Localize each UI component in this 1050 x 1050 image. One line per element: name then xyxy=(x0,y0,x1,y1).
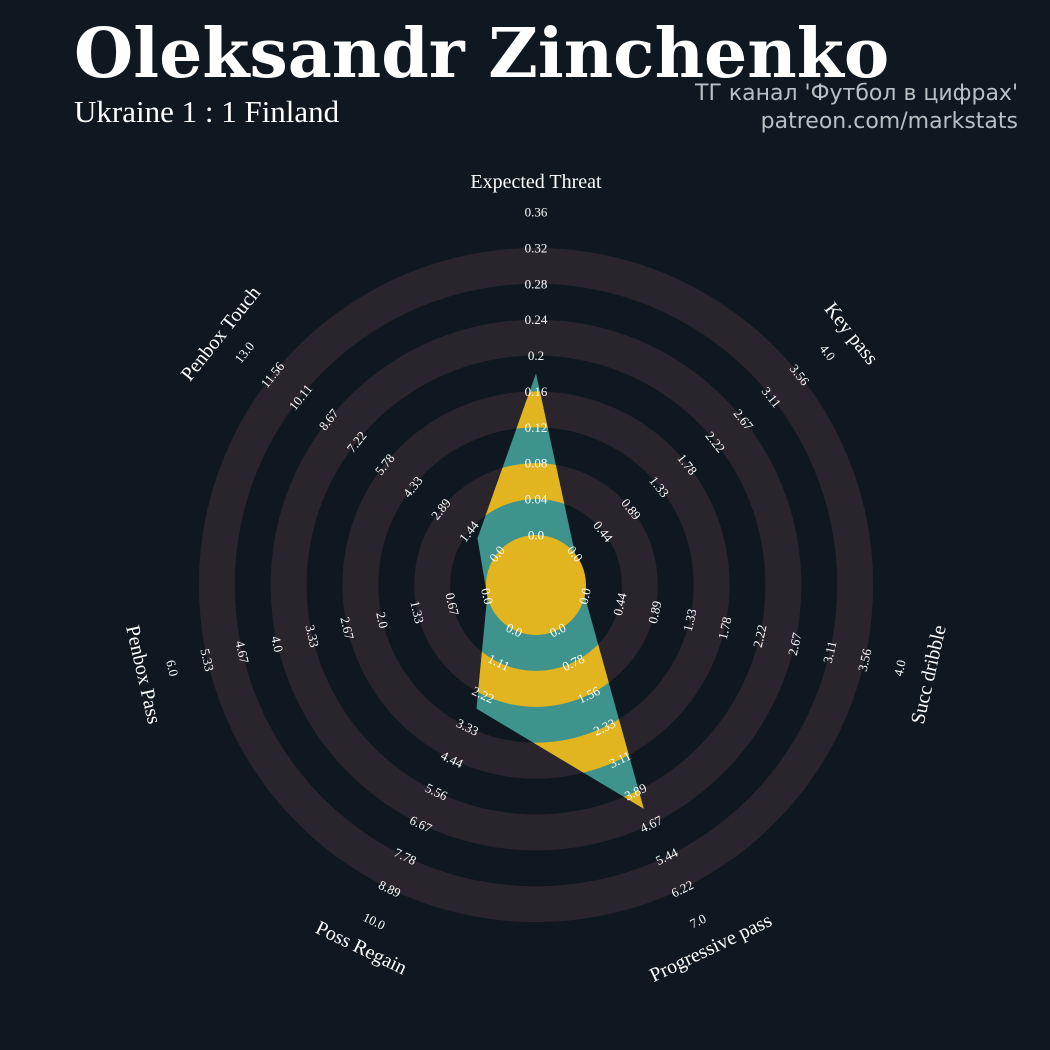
tick-label: 0.24 xyxy=(525,312,548,327)
tick-label: 0.0 xyxy=(504,620,525,641)
tick-label: 0.16 xyxy=(525,384,548,399)
tick-label: 5.33 xyxy=(197,647,217,673)
tick-label: 0.0 xyxy=(478,587,496,606)
credit-patreon: patreon.com/markstats xyxy=(760,109,1018,134)
chart-subtitle: Ukraine 1 : 1 Finland xyxy=(74,94,340,129)
tick-label: 6.0 xyxy=(163,658,181,677)
axis-label: Penbox Pass xyxy=(121,623,165,726)
tick-label: 0.0 xyxy=(576,587,594,606)
tick-label: 2.22 xyxy=(750,623,770,649)
chart-title: Oleksandr Zinchenko xyxy=(74,14,890,94)
tick-label: 4.67 xyxy=(232,639,252,665)
tick-label: 0.04 xyxy=(525,492,548,507)
axis-label: Progressive pass xyxy=(646,909,775,987)
tick-label: 1.33 xyxy=(680,607,700,633)
tick-label: 2.0 xyxy=(373,610,391,629)
tick-label: 4.0 xyxy=(817,341,839,363)
tick-label: 0.28 xyxy=(525,276,548,291)
tick-label: 3.56 xyxy=(855,647,875,673)
tick-label: 0.08 xyxy=(525,456,548,471)
axis-label: Penbox Touch xyxy=(177,282,265,385)
tick-label: 4.0 xyxy=(891,658,909,677)
tick-label: 0.89 xyxy=(645,599,665,625)
tick-label: 0.0 xyxy=(547,620,568,641)
tick-label: 0.2 xyxy=(528,348,544,363)
tick-label: 10.0 xyxy=(361,909,388,932)
tick-label: 0.32 xyxy=(525,240,548,255)
tick-label: 1.33 xyxy=(407,599,427,625)
tick-label: 2.67 xyxy=(337,615,357,641)
tick-label: 1.78 xyxy=(715,615,735,641)
tick-label: 0.67 xyxy=(442,591,462,617)
center-circle xyxy=(486,535,586,635)
tick-label: 0.12 xyxy=(525,420,548,435)
tick-label: 4.0 xyxy=(268,634,286,653)
axis-label: Succ dribble xyxy=(907,623,951,726)
axis-label: Poss Regain xyxy=(312,917,410,979)
tick-label: 3.11 xyxy=(820,639,840,664)
tick-label: 2.67 xyxy=(785,631,805,657)
credits: ТГ канал 'Футбол в цифрах' patreon.com/m… xyxy=(695,80,1018,136)
axis-label: Expected Threat xyxy=(470,171,602,193)
tick-label: 0.44 xyxy=(610,591,630,617)
credit-telegram: ТГ канал 'Футбол в цифрах' xyxy=(695,81,1018,106)
tick-label: 13.0 xyxy=(231,339,257,366)
tick-label: 0.0 xyxy=(528,528,544,543)
tick-label: 0.36 xyxy=(525,205,548,220)
tick-label: 3.33 xyxy=(302,623,322,649)
tick-label: 7.0 xyxy=(687,911,708,932)
